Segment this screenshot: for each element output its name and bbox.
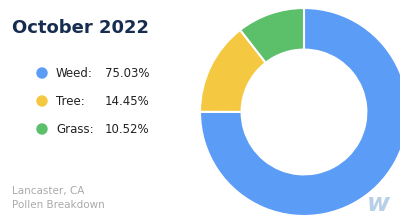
Text: Pollen Breakdown: Pollen Breakdown xyxy=(12,200,105,210)
Text: Tree:: Tree: xyxy=(56,95,85,108)
Text: 10.52%: 10.52% xyxy=(105,123,150,136)
Text: w: w xyxy=(366,192,390,216)
Text: 14.45%: 14.45% xyxy=(105,95,150,108)
Wedge shape xyxy=(200,30,266,112)
Wedge shape xyxy=(240,8,304,63)
Circle shape xyxy=(37,96,47,106)
Wedge shape xyxy=(200,8,400,216)
Text: Lancaster, CA: Lancaster, CA xyxy=(12,186,84,196)
Text: Weed:: Weed: xyxy=(56,67,93,80)
Circle shape xyxy=(37,68,47,78)
Text: October 2022: October 2022 xyxy=(12,19,149,37)
Circle shape xyxy=(37,124,47,134)
Text: Grass:: Grass: xyxy=(56,123,94,136)
Text: 75.03%: 75.03% xyxy=(105,67,150,80)
